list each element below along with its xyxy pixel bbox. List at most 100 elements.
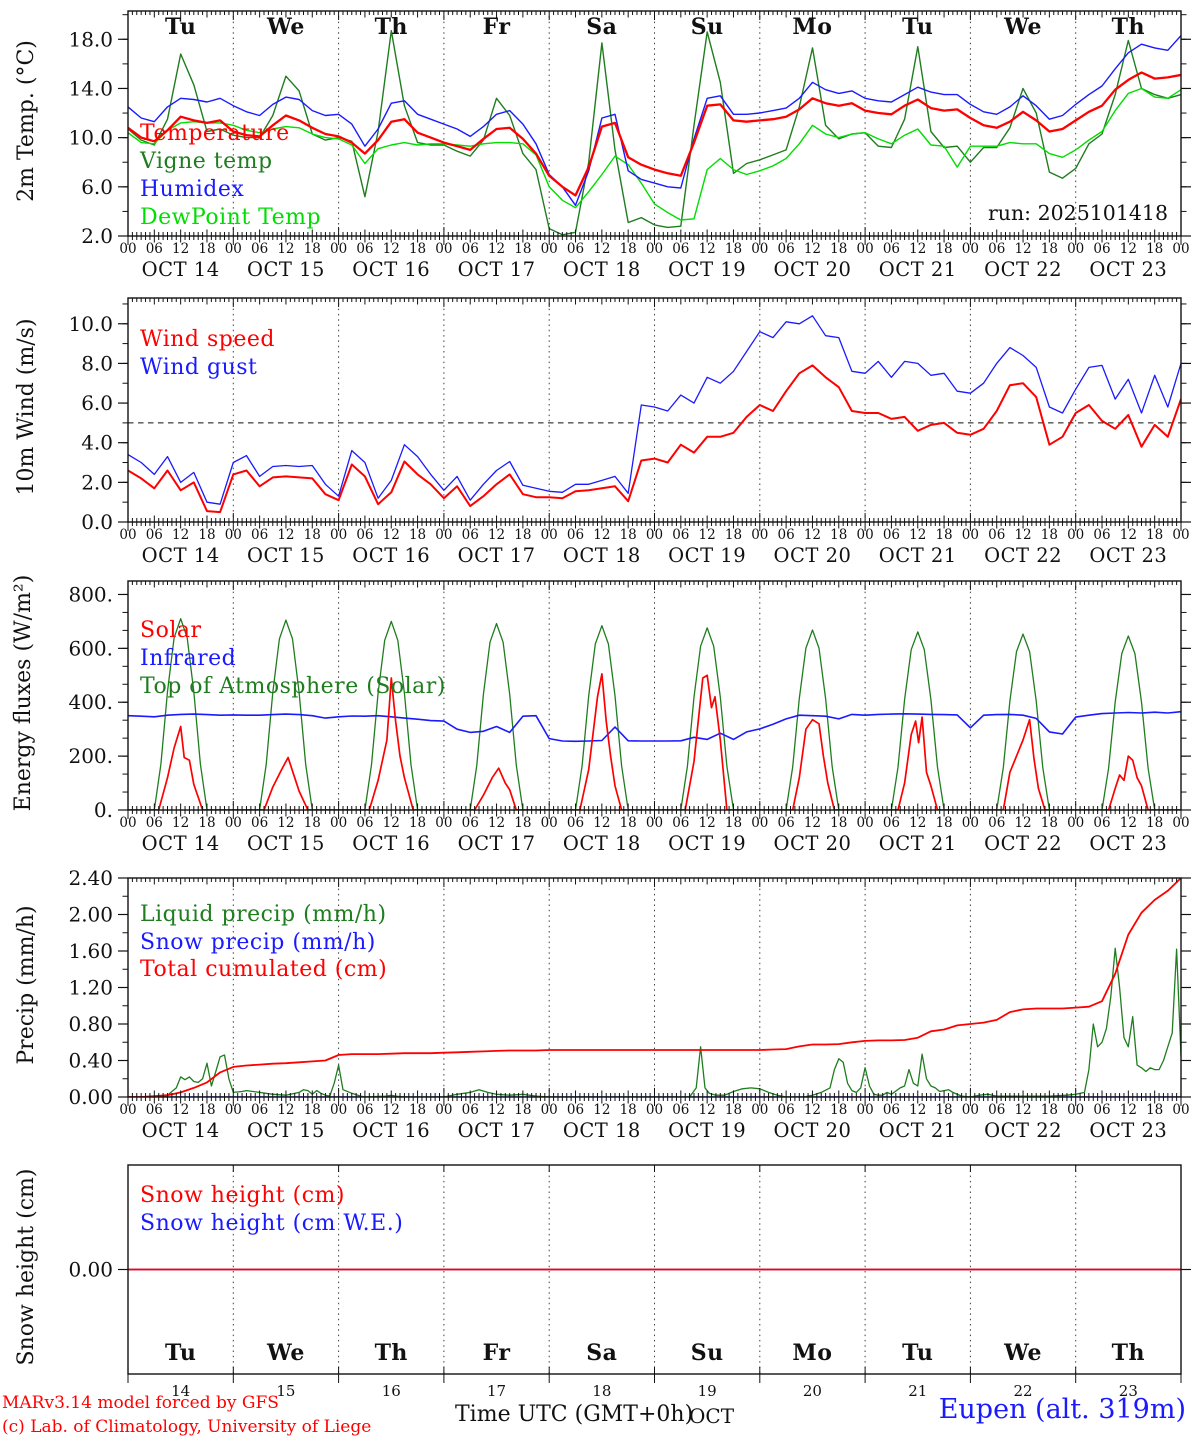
svg-text:18: 18 (1146, 527, 1163, 543)
svg-text:OCT 19: OCT 19 (668, 258, 746, 281)
svg-text:00: 00 (1172, 241, 1189, 257)
svg-text:06: 06 (988, 527, 1005, 543)
svg-text:400.: 400. (68, 690, 113, 714)
svg-text:00: 00 (119, 241, 136, 257)
svg-text:18: 18 (1146, 1102, 1163, 1118)
svg-text:18: 18 (514, 527, 531, 543)
svg-text:21: 21 (908, 1382, 927, 1400)
svg-text:12: 12 (699, 241, 716, 257)
series-dewpoint-temp (128, 87, 1181, 221)
svg-text:12: 12 (593, 241, 610, 257)
svg-text:OCT 22: OCT 22 (984, 258, 1062, 281)
svg-text:12: 12 (804, 1102, 821, 1118)
legend-wind-speed: Wind speed (140, 327, 276, 352)
svg-text:06: 06 (356, 527, 373, 543)
svg-text:18: 18 (409, 241, 426, 257)
svg-text:12: 12 (1014, 241, 1031, 257)
svg-text:18: 18 (1146, 241, 1163, 257)
svg-text:06: 06 (146, 527, 163, 543)
svg-text:OCT 21: OCT 21 (879, 258, 957, 281)
svg-text:06: 06 (251, 527, 268, 543)
svg-text:We: We (1003, 1340, 1042, 1366)
svg-text:18: 18 (514, 1102, 531, 1118)
svg-text:Th: Th (1112, 14, 1145, 40)
svg-text:Su: Su (691, 14, 724, 40)
y-axis-title-snow: Snow height (cm) (14, 1168, 39, 1366)
svg-text:00: 00 (1067, 815, 1084, 831)
svg-text:00: 00 (962, 241, 979, 257)
svg-text:06: 06 (462, 527, 479, 543)
panel-precip: 0.00 0.40 0.80 1.20 1.60 2.00 2.40 00 06 12 18 00 06… (68, 866, 1191, 1142)
svg-text:18: 18 (198, 241, 215, 257)
svg-text:2.0: 2.0 (81, 224, 113, 248)
svg-text:18: 18 (935, 241, 952, 257)
svg-text:12: 12 (1120, 241, 1137, 257)
station-label: Eupen (alt. 319m) (938, 1394, 1186, 1425)
svg-text:06: 06 (778, 815, 795, 831)
svg-text:OCT 16: OCT 16 (352, 544, 430, 567)
svg-text:12: 12 (1120, 527, 1137, 543)
svg-text:12: 12 (909, 241, 926, 257)
svg-text:14: 14 (171, 1382, 190, 1400)
svg-text:12: 12 (277, 241, 294, 257)
svg-text:OCT 15: OCT 15 (247, 832, 325, 855)
svg-text:06: 06 (672, 815, 689, 831)
svg-text:We: We (266, 14, 305, 40)
legend-wind-gust: Wind gust (140, 355, 258, 380)
svg-text:18: 18 (304, 527, 321, 543)
svg-text:OCT 18: OCT 18 (563, 258, 641, 281)
legend-liquid-precip: Liquid precip (mm/h) (140, 902, 387, 927)
y-axis-title-energy: Energy fluxes (W/m²) (11, 574, 36, 812)
svg-text:06: 06 (1093, 815, 1110, 831)
svg-text:00: 00 (435, 241, 452, 257)
svg-text:06: 06 (462, 815, 479, 831)
svg-text:18.0: 18.0 (68, 27, 113, 51)
svg-text:Tu: Tu (902, 1340, 933, 1366)
svg-text:06: 06 (356, 815, 373, 831)
svg-text:00: 00 (857, 241, 874, 257)
svg-text:OCT 16: OCT 16 (352, 258, 430, 281)
svg-text:06: 06 (672, 527, 689, 543)
svg-text:OCT 23: OCT 23 (1089, 832, 1167, 855)
svg-text:12: 12 (172, 527, 189, 543)
svg-text:00: 00 (857, 815, 874, 831)
svg-text:12: 12 (909, 1102, 926, 1118)
svg-text:06: 06 (988, 815, 1005, 831)
svg-text:0.00: 0.00 (68, 1258, 113, 1282)
y-axis-title-precip: Precip (mm/h) (14, 905, 39, 1065)
svg-text:OCT 14: OCT 14 (142, 544, 220, 567)
svg-text:2.00: 2.00 (68, 903, 113, 927)
credit-line-1: MARv3.14 model forced by GFS (2, 1393, 279, 1413)
svg-text:18: 18 (1041, 1102, 1058, 1118)
legend-dewpoint: DewPoint Temp (140, 205, 322, 230)
svg-text:06: 06 (251, 815, 268, 831)
svg-text:15: 15 (276, 1382, 295, 1400)
svg-text:18: 18 (304, 241, 321, 257)
svg-text:OCT 19: OCT 19 (668, 1119, 746, 1142)
legend-snow-height: Snow height (cm) (140, 1183, 345, 1208)
svg-text:00: 00 (751, 815, 768, 831)
svg-text:00: 00 (1172, 815, 1189, 831)
panel-temp: 2.0 6.0 10.0 14.0 18.0 00 06 12 18 00 06 12 18 00 06 12… (68, 10, 1191, 281)
svg-text:OCT 20: OCT 20 (773, 1119, 851, 1142)
svg-text:OCT 16: OCT 16 (352, 1119, 430, 1142)
svg-text:06: 06 (356, 1102, 373, 1118)
svg-text:06: 06 (672, 1102, 689, 1118)
svg-text:23: 23 (1119, 1382, 1138, 1400)
svg-text:00: 00 (119, 815, 136, 831)
svg-text:18: 18 (725, 241, 742, 257)
svg-text:200.: 200. (68, 744, 113, 768)
svg-text:12: 12 (593, 527, 610, 543)
svg-text:12: 12 (1014, 1102, 1031, 1118)
svg-text:00: 00 (857, 1102, 874, 1118)
series-infrared (128, 710, 1181, 743)
series-wind-gust (128, 315, 1181, 505)
svg-text:OCT 17: OCT 17 (458, 1119, 536, 1142)
svg-text:We: We (266, 1340, 305, 1366)
svg-text:00: 00 (1067, 1102, 1084, 1118)
svg-text:OCT 14: OCT 14 (142, 1119, 220, 1142)
svg-text:OCT 23: OCT 23 (1089, 258, 1167, 281)
svg-text:00: 00 (962, 1102, 979, 1118)
svg-text:06: 06 (988, 241, 1005, 257)
